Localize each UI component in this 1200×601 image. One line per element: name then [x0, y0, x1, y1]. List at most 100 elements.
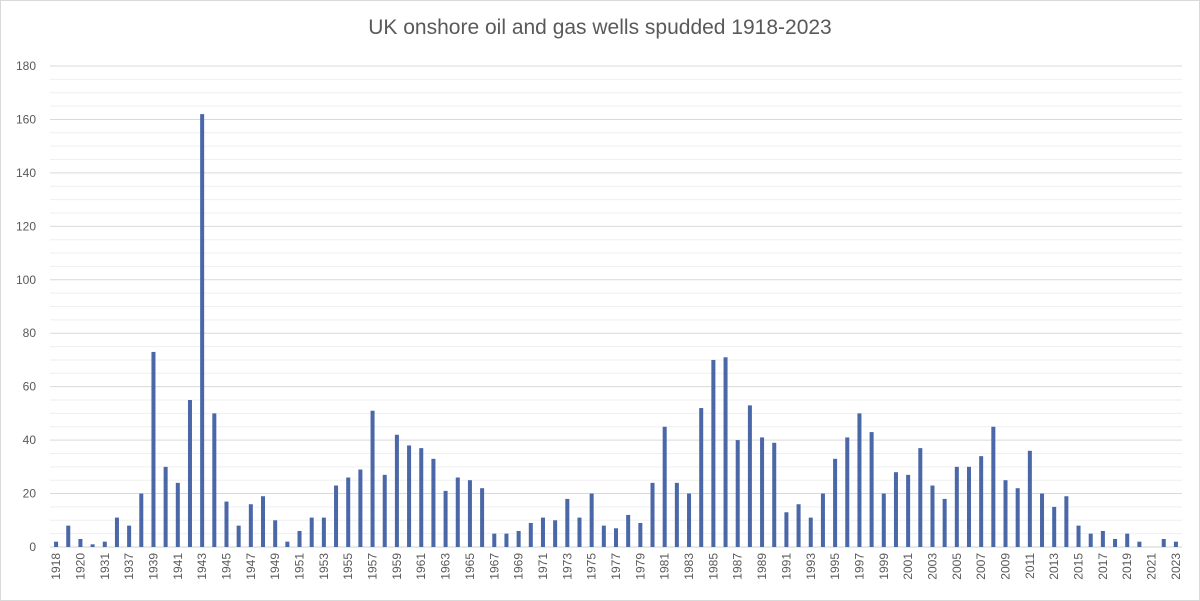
y-tick-label: 100	[16, 273, 36, 287]
y-tick-label: 120	[16, 219, 36, 233]
bar	[966, 466, 971, 547]
bar	[334, 485, 339, 547]
x-tick-label: 1931	[98, 553, 112, 580]
bar	[212, 413, 217, 547]
y-tick-label: 140	[16, 166, 36, 180]
bar	[1027, 450, 1032, 547]
bar	[346, 477, 351, 547]
bar	[1003, 480, 1008, 547]
x-tick-label: 2015	[1072, 553, 1086, 580]
x-tick-label: 1967	[487, 553, 501, 580]
bar	[893, 472, 898, 547]
bar	[431, 458, 436, 547]
bar	[747, 405, 752, 547]
y-tick-label: 160	[16, 112, 36, 126]
bar	[796, 504, 801, 547]
bar	[772, 442, 777, 547]
bar	[601, 525, 606, 547]
x-tick-label: 1995	[828, 553, 842, 580]
x-tick-label: 2023	[1169, 553, 1183, 580]
x-tick-label: 2021	[1145, 553, 1159, 580]
y-axis: 0 20 40 60 80 100 120 140 160 180	[16, 59, 36, 554]
bar	[455, 477, 460, 547]
bar	[613, 528, 619, 547]
x-tick-label: 1959	[390, 553, 404, 580]
bar	[942, 498, 947, 547]
x-tick-label: 1993	[804, 553, 818, 580]
bar	[1040, 493, 1045, 547]
y-tick-label: 80	[23, 326, 37, 340]
bar	[1052, 506, 1057, 547]
x-tick-label: 1945	[219, 553, 233, 580]
y-tick-label: 60	[23, 380, 37, 394]
bar	[1161, 538, 1166, 547]
bar	[187, 400, 192, 547]
y-tick-label: 40	[23, 433, 37, 447]
bar	[419, 448, 424, 547]
bar	[200, 114, 205, 547]
bar	[261, 496, 266, 547]
bar	[285, 541, 290, 547]
bar	[711, 359, 716, 547]
bar	[589, 493, 594, 547]
bar	[650, 482, 655, 547]
bar	[1173, 541, 1178, 547]
y-tick-label: 180	[16, 59, 36, 73]
bar	[881, 493, 886, 547]
bar	[492, 533, 497, 547]
gridlines	[50, 65, 1182, 548]
x-tick-label: 1969	[512, 553, 526, 580]
bar	[443, 490, 448, 547]
bar	[820, 493, 825, 547]
x-tick-label: 1971	[536, 553, 550, 580]
bar	[845, 437, 850, 547]
bar	[78, 538, 83, 547]
bar	[102, 541, 107, 547]
bar	[1088, 533, 1093, 547]
bar	[674, 482, 679, 547]
bar	[407, 445, 412, 547]
bar	[857, 413, 862, 547]
bar	[127, 525, 132, 547]
bar	[528, 522, 533, 547]
bar	[321, 517, 326, 547]
bars	[54, 114, 1178, 547]
bar	[151, 351, 156, 547]
x-tick-label: 1973	[560, 553, 574, 580]
x-tick-label: 2019	[1120, 553, 1134, 580]
bar	[1076, 525, 1081, 547]
x-tick-label: 2017	[1096, 553, 1110, 580]
x-tick-label: 1961	[414, 553, 428, 580]
bar	[273, 520, 278, 547]
bar	[687, 493, 692, 547]
bar	[540, 517, 545, 547]
bar	[175, 482, 180, 547]
bar	[833, 458, 838, 547]
bar	[480, 488, 485, 547]
x-tick-label: 1983	[682, 553, 696, 580]
bar	[979, 456, 984, 547]
x-tick-label: 1941	[171, 553, 185, 580]
bar	[358, 469, 363, 547]
x-axis: 1918 1920 1931 1937 1939 1941 1943 1945 1947 1949…	[49, 553, 1183, 580]
bar	[1100, 530, 1105, 547]
bar	[66, 525, 71, 547]
bar	[577, 517, 582, 547]
x-tick-label: 2009	[999, 553, 1013, 580]
bar	[735, 440, 740, 547]
x-tick-label: 1963	[439, 553, 453, 580]
bar	[394, 434, 399, 547]
bar	[638, 522, 643, 547]
bar	[54, 541, 59, 547]
x-tick-label: 2001	[901, 553, 915, 580]
x-tick-label: 1937	[122, 553, 136, 580]
bar	[1015, 488, 1020, 547]
x-tick-label: 1999	[877, 553, 891, 580]
x-tick-label: 2003	[925, 553, 939, 580]
x-tick-label: 1979	[633, 553, 647, 580]
bar	[163, 466, 168, 547]
bar	[297, 530, 302, 547]
x-tick-label: 1981	[658, 553, 672, 580]
x-tick-label: 1991	[779, 553, 793, 580]
